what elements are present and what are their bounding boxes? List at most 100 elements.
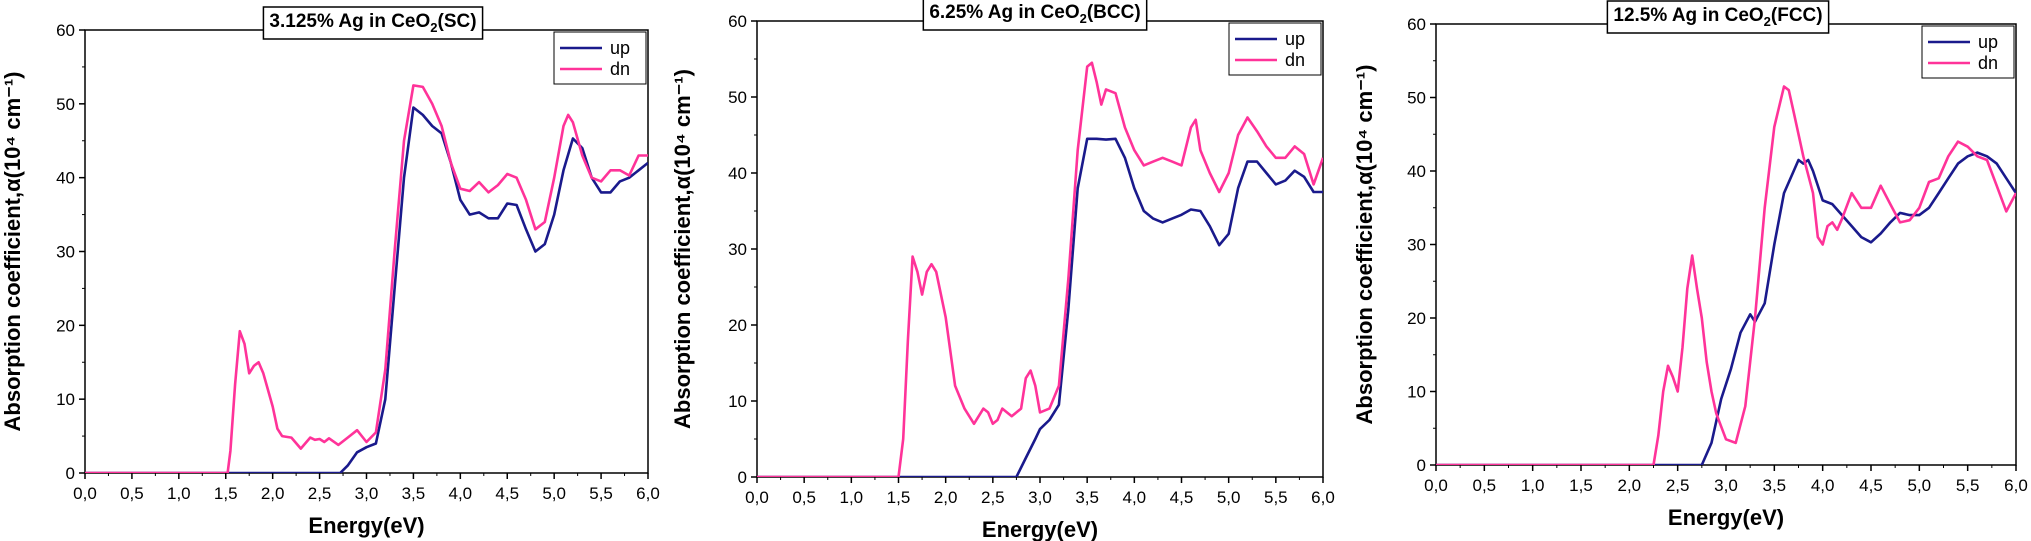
- x-tick-label: 1,0: [1521, 476, 1545, 495]
- x-tick-label: 0,0: [73, 484, 97, 503]
- title-subscript: 2: [1764, 14, 1771, 29]
- y-tick-label: 10: [1407, 383, 1426, 402]
- x-tick-label: 5,5: [589, 484, 613, 503]
- chart-title-text: 12.5% Ag in CeO2(FCC): [1613, 5, 1822, 29]
- x-axis-label: Energy(eV): [982, 517, 1098, 541]
- x-tick-label: 0,5: [792, 488, 816, 507]
- y-tick-label: 60: [56, 21, 75, 40]
- x-tick-label: 1,5: [214, 484, 238, 503]
- y-tick-label: 0: [738, 468, 747, 487]
- x-tick-label: 2,0: [261, 484, 285, 503]
- chart-panel-3: 0,0 0,5 1,0 1,5 2,0 2,5 3,0 3,5 4,0 4,5 5,0 5,5 6,0 0…: [1352, 0, 2028, 530]
- legend-label-up: up: [1285, 29, 1305, 49]
- chart-title-text: 3.125% Ag in CeO2(SC): [269, 11, 476, 35]
- legend-label-up: up: [1978, 32, 1998, 52]
- x-tick-label: 2,5: [1666, 476, 1690, 495]
- y-tick-label: 20: [728, 316, 747, 335]
- legend-box: [553, 31, 647, 85]
- legend-label-dn: dn: [1978, 53, 1998, 73]
- x-tick-label: 4,5: [1859, 476, 1883, 495]
- chart-panel-2: 0,0 0,5 1,0 1,5 2,0 2,5 3,0 3,5 4,0 4,5 5,0 5,5 6,0 0…: [670, 0, 1335, 541]
- x-tick-label: 6,0: [636, 484, 660, 503]
- y-tick-label: 40: [56, 169, 75, 188]
- title-tail: (FCC): [1771, 5, 1823, 26]
- legend-box: [1921, 25, 2015, 79]
- y-tick-label: 50: [1407, 89, 1426, 108]
- title-box: [922, 0, 1148, 31]
- chart-title: 3.125% Ag in CeO2(SC): [262, 6, 484, 40]
- y-tick-label: 40: [1407, 162, 1426, 181]
- x-tick-label: 1,0: [840, 488, 864, 507]
- y-tick-label: 40: [728, 164, 747, 183]
- x-tick-label: 5,0: [1908, 476, 1932, 495]
- title-tail: (SC): [438, 11, 477, 32]
- y-tick-label: 10: [56, 390, 75, 409]
- y-tick-label: 0: [66, 464, 75, 483]
- x-tick-label: 2,5: [981, 488, 1005, 507]
- x-tick-label: 0,5: [120, 484, 144, 503]
- y-tick-label: 60: [1407, 15, 1426, 34]
- y-tick-label: 10: [728, 392, 747, 411]
- plot-frame: [1435, 23, 2017, 466]
- y-tick-label: 50: [56, 95, 75, 114]
- x-tick-label: 5,0: [542, 484, 566, 503]
- x-tick-label: 2,5: [308, 484, 332, 503]
- series-line-up: [85, 106, 648, 473]
- x-tick-label: 3,5: [1075, 488, 1099, 507]
- y-axis-label: Absorption coefficient,α(10⁴ cm⁻¹): [0, 72, 25, 432]
- legend-label-dn: dn: [1285, 50, 1305, 70]
- x-tick-label: 4,0: [1123, 488, 1147, 507]
- x-tick-label: 2,0: [934, 488, 958, 507]
- y-axis-label: Absorption coefficient,α(10⁴ cm⁻¹): [1352, 65, 1377, 425]
- x-tick-label: 4,5: [495, 484, 519, 503]
- x-tick-label: 6,0: [2004, 476, 2028, 495]
- series-line-dn: [757, 61, 1323, 477]
- y-tick-label: 30: [1407, 236, 1426, 255]
- x-tick-label: 2,0: [1618, 476, 1642, 495]
- x-tick-label: 4,5: [1170, 488, 1194, 507]
- y-axis-label: Absorption coefficient,α(10⁴ cm⁻¹): [670, 69, 695, 429]
- y-tick-label: 0: [1417, 456, 1426, 475]
- x-tick-label: 3,5: [402, 484, 426, 503]
- y-tick-label: 30: [728, 240, 747, 259]
- title-main: 12.5% Ag in CeO: [1613, 5, 1763, 26]
- chart-panel-1: 0,0 0,5 1,0 1,5 2,0 2,5 3,0 3,5 4,0 4,5 5,0 5,5 6,0 0…: [0, 6, 660, 538]
- series-line-dn: [85, 84, 648, 473]
- x-tick-label: 0,5: [1473, 476, 1497, 495]
- x-tick-label: 1,5: [887, 488, 911, 507]
- x-tick-label: 4,0: [449, 484, 473, 503]
- chart-title: 6.25% Ag in CeO2(BCC): [922, 0, 1148, 31]
- y-tick-label: 20: [56, 316, 75, 335]
- title-main: 6.25% Ag in CeO: [929, 2, 1079, 23]
- series-line-up: [1436, 151, 2016, 465]
- y-tick-label: 30: [56, 243, 75, 262]
- x-axis-label: Energy(eV): [1668, 505, 1784, 530]
- legend-label-dn: dn: [610, 59, 630, 79]
- x-tick-label: 5,5: [1956, 476, 1980, 495]
- x-tick-label: 3,0: [355, 484, 379, 503]
- x-tick-label: 0,0: [745, 488, 769, 507]
- title-box: [1606, 0, 1830, 34]
- title-main: 3.125% Ag in CeO: [269, 11, 430, 32]
- series-line-dn: [1436, 85, 2016, 465]
- title-tail: (BCC): [1087, 2, 1141, 23]
- series-line-up: [757, 137, 1323, 477]
- x-tick-label: 5,0: [1217, 488, 1241, 507]
- title-box: [262, 6, 484, 40]
- y-tick-label: 50: [728, 88, 747, 107]
- chart-title-text: 6.25% Ag in CeO2(BCC): [929, 2, 1140, 26]
- x-tick-label: 3,0: [1028, 488, 1052, 507]
- title-subscript: 2: [1080, 11, 1087, 26]
- x-tick-label: 1,0: [167, 484, 191, 503]
- plot-frame: [84, 29, 649, 474]
- legend-label-up: up: [610, 38, 630, 58]
- x-tick-label: 4,0: [1811, 476, 1835, 495]
- x-tick-label: 1,5: [1569, 476, 1593, 495]
- x-tick-label: 0,0: [1424, 476, 1448, 495]
- x-tick-label: 3,0: [1714, 476, 1738, 495]
- chart-title: 12.5% Ag in CeO2(FCC): [1606, 0, 1830, 34]
- y-tick-label: 60: [728, 12, 747, 31]
- x-tick-label: 6,0: [1311, 488, 1335, 507]
- x-axis-label: Energy(eV): [308, 513, 424, 538]
